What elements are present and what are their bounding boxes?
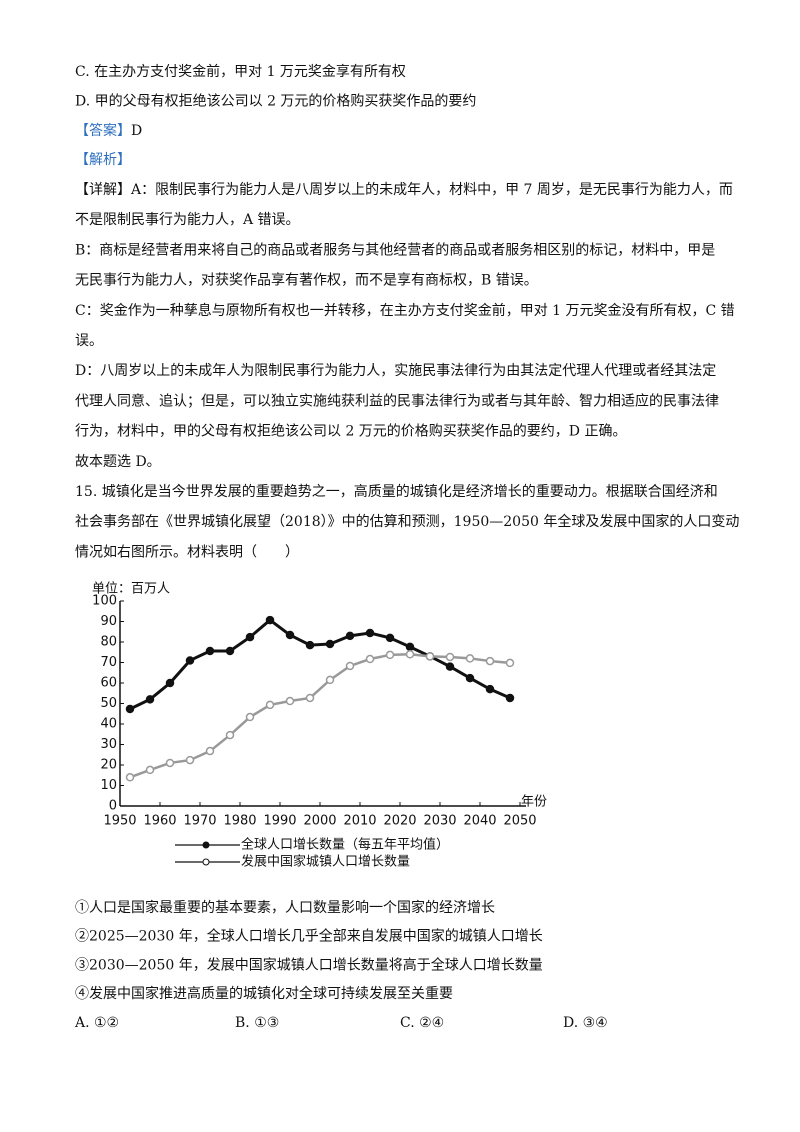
y-tick-label: 20 [100, 758, 117, 773]
data-point [505, 658, 515, 668]
body-line: 故本题选 D。 [75, 454, 161, 470]
data-point [505, 693, 515, 703]
body-line: 误。 [75, 333, 103, 349]
x-tick-label: 1990 [263, 814, 296, 829]
y-tick-label: 10 [100, 778, 117, 793]
answer-option: D. ③④ [563, 1015, 608, 1031]
data-point [405, 642, 415, 652]
data-point [225, 646, 235, 656]
answer: D [131, 123, 142, 139]
data-point [265, 615, 275, 625]
data-point [485, 684, 495, 694]
data-point [385, 633, 395, 643]
body-line: C：奖金作为一种孳息与原物所有权也一并转移，在主办方支付奖金前，甲对 1 万元奖… [75, 302, 735, 319]
data-point [345, 631, 355, 641]
body-line: 【详解】A：限制民事行为能力人是八周岁以上的未成年人，材料中，甲 7 周岁，是无… [75, 182, 733, 198]
x-tick-label: 2010 [343, 814, 376, 829]
data-point [305, 640, 315, 650]
data-point [165, 758, 175, 768]
body-line: 社会事务部在《世界城镇化展望（2018）》中的估算和预测，1950—2050 年… [75, 513, 739, 530]
statement: ④发展中国家推进高质量的城镇化对全球可持续发展至关重要 [75, 985, 453, 1002]
data-point [425, 652, 435, 661]
data-point [385, 650, 395, 660]
y-tick-label: 80 [100, 635, 117, 650]
answer-label: 【答案】 [75, 122, 131, 139]
data-point [465, 654, 475, 663]
x-axis-label: 年份 [521, 795, 547, 810]
data-point [185, 656, 195, 665]
x-tick-label: 1970 [183, 814, 216, 829]
body-line: D：八周岁以上的未成年人为限制民事行为能力人，实施民事法律行为由其法定代理人代理… [75, 363, 716, 379]
x-tick-label: 2000 [303, 814, 336, 829]
analysis-label: 【解析】 [75, 152, 131, 168]
statement: ②2025—2030 年，全球人口增长几乎全部来自发展中国家的城镇人口增长 [75, 928, 543, 945]
data-point [365, 654, 375, 664]
data-point [445, 652, 455, 662]
x-tick-label: 2050 [503, 814, 536, 829]
data-point [145, 765, 155, 775]
y-tick-label: 70 [100, 655, 117, 670]
data-point [285, 630, 295, 640]
data-point [325, 639, 335, 649]
y-tick-label: 0 [109, 799, 117, 814]
data-point [465, 673, 475, 683]
y-tick-label: 40 [100, 717, 117, 732]
data-point [125, 773, 135, 782]
data-point [165, 678, 175, 688]
x-tick-label: 2020 [383, 814, 416, 829]
y-tick-label: 60 [100, 676, 117, 691]
answer-option: C. ②④ [400, 1015, 444, 1031]
data-point [225, 730, 235, 740]
x-tick-label: 1980 [223, 814, 256, 829]
x-tick-label: 2030 [423, 814, 456, 829]
y-tick-label: 90 [100, 614, 117, 629]
option-line: D. 甲的父母有权拒绝该公司以 2 万元的价格购买获奖作品的要约 [75, 93, 476, 110]
body-line: 行为，材料中，甲的父母有权拒绝该公司以 2 万元的价格购买获奖作品的要约，D 正… [75, 423, 626, 440]
y-tick-label: 50 [100, 696, 117, 711]
y-tick-label: 30 [100, 737, 117, 752]
statement: ③2030—2050 年，发展中国家城镇人口增长数量将高于全球人口增长数量 [75, 956, 543, 973]
y-axis-label: 单位：百万人 [92, 582, 170, 597]
data-point [245, 712, 255, 722]
data-point [245, 632, 255, 642]
data-point [305, 693, 315, 703]
data-point [445, 662, 455, 671]
body-line: 代理人同意、追认；但是，可以独立实施纯获利益的民事法律行为或者与其年龄、智力相适… [75, 392, 719, 409]
data-point [185, 755, 195, 765]
data-point [145, 695, 155, 704]
data-point [205, 746, 215, 756]
legend-marker [202, 841, 210, 849]
data-point [405, 650, 415, 659]
data-point [325, 675, 335, 685]
answer-option: B. ①③ [235, 1015, 279, 1031]
body-line: 无民事行为能力人，对获奖作品享有著作权，而不是享有商标权，B 错误。 [75, 272, 538, 289]
x-tick-label: 2040 [463, 814, 496, 829]
data-point [265, 700, 275, 710]
data-point [125, 704, 135, 714]
body-line: B：商标是经营者用来将自己的商品或者服务与其他经营者的商品或者服务相区别的标记，… [75, 242, 715, 258]
x-tick-label: 1960 [143, 814, 176, 829]
data-point [205, 646, 215, 656]
data-point [285, 696, 295, 706]
legend-label: 发展中国家城镇人口增长数量 [241, 854, 410, 870]
data-point [345, 661, 355, 671]
option-line: C. 在主办方支付奖金前，甲对 1 万元奖金享有所有权 [75, 63, 406, 80]
body-line: 不是限制民事行为能力人，A 错误。 [75, 212, 300, 228]
statement: ①人口是国家最重要的基本要素，人口数量影响一个国家的经济增长 [75, 899, 495, 916]
answer-option: A. ①② [74, 1015, 119, 1031]
body-line: 15. 城镇化是当今世界发展的重要趋势之一，高质量的城镇化是经济增长的重要动力。… [75, 483, 718, 500]
x-tick-label: 1950 [103, 814, 136, 829]
legend-label: 全球人口增长数量（每五年平均值） [241, 837, 449, 853]
data-point [365, 628, 375, 638]
data-point [485, 656, 495, 666]
legend-marker [202, 858, 210, 866]
y-tick-label: 100 [92, 594, 117, 609]
body-line: 情况如右图所示。材料表明（ ） [75, 544, 299, 560]
